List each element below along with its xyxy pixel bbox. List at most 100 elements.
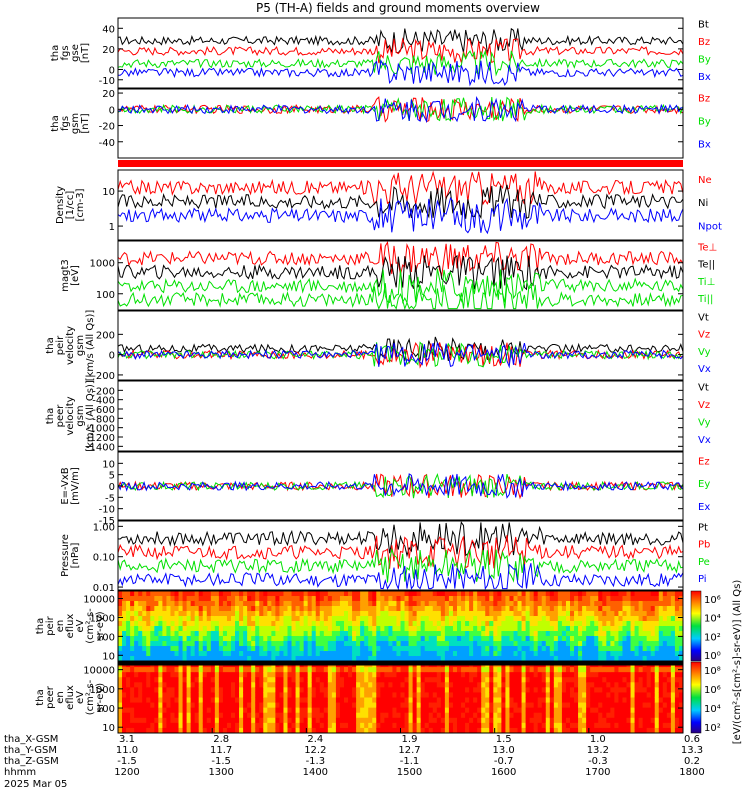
heatmap-cell: [444, 727, 450, 734]
heatmap-cell: [206, 616, 212, 622]
heatmap-cell: [323, 591, 329, 597]
heatmap-cell: [122, 651, 127, 657]
y-axis-label: thafgsgse[nT]: [50, 43, 91, 63]
heatmap-cell: [174, 626, 180, 632]
heatmap-cell: [432, 601, 438, 607]
heatmap-cell: [565, 621, 571, 627]
heatmap-cell: [162, 712, 167, 719]
heatmap-cell: [186, 616, 192, 622]
heatmap-cell: [118, 611, 123, 617]
heatmap-cell: [614, 631, 619, 637]
heatmap-cell: [570, 641, 575, 647]
heatmap-cell: [214, 707, 220, 714]
heatmap-cell: [315, 717, 321, 724]
heatmap-cell: [368, 601, 373, 607]
heatmap-cell: [650, 621, 656, 627]
heatmap-cell: [440, 626, 446, 632]
x-tick-label: 1.0: [590, 734, 606, 745]
heatmap-cell: [283, 682, 288, 688]
heatmap-cell: [283, 707, 288, 714]
heatmap-cell: [553, 692, 559, 698]
heatmap-cell: [638, 702, 644, 709]
heatmap-cell: [210, 591, 216, 597]
heatmap-cell: [380, 677, 385, 683]
heatmap-cell: [352, 722, 357, 729]
heatmap-cell: [150, 591, 155, 597]
heatmap-cell: [452, 601, 458, 607]
heatmap-cell: [267, 591, 272, 597]
heatmap-cell: [186, 677, 192, 683]
heatmap-cell: [118, 727, 123, 734]
heatmap-cell: [335, 682, 341, 688]
heatmap-cell: [452, 646, 458, 652]
heatmap-cell: [214, 641, 220, 647]
heatmap-cell: [513, 641, 519, 647]
heatmap-cell: [412, 712, 418, 719]
heatmap-cell: [529, 667, 535, 673]
heatmap-cell: [166, 606, 171, 612]
heatmap-cell: [461, 707, 466, 714]
y-tick-label: 0.01: [93, 583, 115, 594]
heatmap-cell: [138, 692, 143, 698]
heatmap-cell: [235, 717, 240, 724]
heatmap-cell: [582, 641, 587, 647]
heatmap-cell: [440, 712, 446, 719]
heatmap-cell: [388, 621, 393, 627]
heatmap-cell: [166, 636, 171, 642]
heatmap-cell: [372, 692, 377, 698]
heatmap-cell: [622, 712, 627, 719]
heatmap-cell: [396, 636, 401, 642]
heatmap-cell: [525, 727, 531, 734]
heatmap-cell: [493, 667, 498, 673]
heatmap-cell: [344, 611, 349, 617]
heatmap-cell: [295, 677, 301, 683]
heatmap-cell: [380, 641, 385, 647]
heatmap-cell: [162, 616, 167, 622]
heatmap-cell: [561, 682, 567, 688]
heatmap-cell: [420, 692, 426, 698]
heatmap-cell: [606, 601, 611, 607]
heatmap-cell: [473, 611, 478, 617]
heatmap-cell: [259, 641, 264, 647]
heatmap-cell: [448, 631, 454, 637]
heatmap-cell: [565, 707, 571, 714]
heatmap-cell: [344, 682, 349, 688]
heatmap-cell: [545, 682, 551, 688]
heatmap-cell: [654, 722, 660, 729]
heatmap-cell: [150, 636, 155, 642]
heatmap-cell: [118, 591, 123, 597]
heatmap-cell: [126, 722, 131, 729]
heatmap-cell: [485, 717, 490, 724]
heatmap-cell: [360, 656, 365, 662]
heatmap-cell: [396, 601, 401, 607]
heatmap-cell: [182, 712, 188, 719]
heatmap-cell: [259, 677, 264, 683]
heatmap-cell: [533, 656, 539, 662]
heatmap-cell: [287, 656, 293, 662]
heatmap-cell: [521, 727, 527, 734]
heatmap-cell: [311, 641, 317, 647]
heatmap-cell: [537, 646, 543, 652]
y-tick-label: 100: [96, 704, 115, 715]
heatmap-cell: [134, 717, 139, 724]
heatmap-cell: [396, 697, 401, 704]
heatmap-cell: [545, 616, 551, 622]
heatmap-cell: [561, 651, 567, 657]
heatmap-cell: [364, 626, 369, 632]
heatmap-cell: [146, 712, 151, 719]
heatmap-cell: [400, 606, 406, 612]
heatmap-cell: [186, 727, 192, 734]
heatmap-cell: [174, 707, 180, 714]
heatmap-cell: [440, 667, 446, 673]
colorbar-tick-label: 10⁰: [704, 651, 721, 662]
heatmap-cell: [452, 717, 458, 724]
heatmap-cell: [251, 722, 256, 729]
heatmap-cell: [315, 641, 321, 647]
heatmap-cell: [416, 722, 422, 729]
colorbar-tick-label: 10²: [704, 723, 721, 734]
heatmap-cell: [214, 591, 220, 597]
heatmap-cell: [392, 717, 397, 724]
heatmap-cell: [465, 717, 470, 724]
heatmap-cell: [408, 702, 414, 709]
heatmap-cell: [194, 616, 200, 622]
